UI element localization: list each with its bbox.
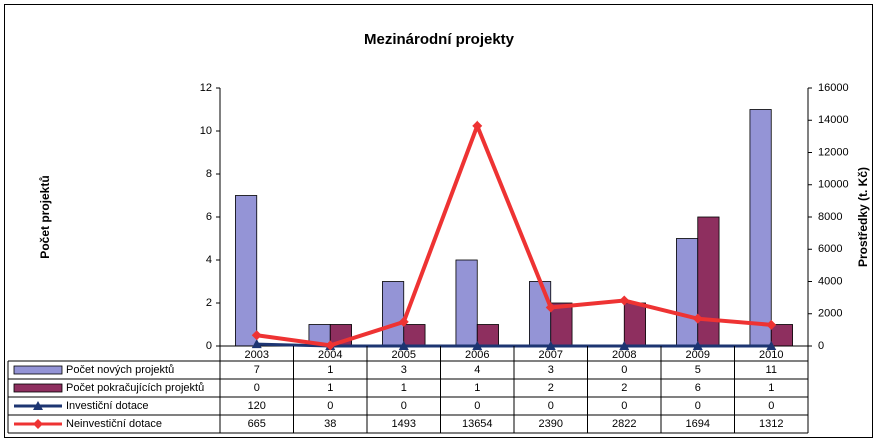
marker xyxy=(545,341,556,350)
table-value: 1 xyxy=(474,382,480,394)
table-value: 1 xyxy=(768,382,774,394)
bar xyxy=(623,302,646,347)
bar xyxy=(529,281,552,347)
marker xyxy=(692,313,703,324)
table-value: 0 xyxy=(621,364,627,376)
table-value: 0 xyxy=(401,400,407,412)
table-value: 0 xyxy=(768,400,774,412)
table-value: 3 xyxy=(548,364,554,376)
table-value: 1493 xyxy=(392,418,416,430)
y-tick-label: 0 xyxy=(206,340,212,352)
table-value: 1 xyxy=(327,364,333,376)
bar xyxy=(676,238,699,347)
bar xyxy=(455,259,478,347)
y2-tick-label: 10000 xyxy=(818,179,849,191)
table-value: 665 xyxy=(248,418,266,430)
bar xyxy=(403,324,426,347)
table-value: 0 xyxy=(474,400,480,412)
marker xyxy=(472,341,483,350)
legend-key xyxy=(13,383,63,393)
y-tick-label: 8 xyxy=(206,168,212,180)
bar xyxy=(476,324,499,347)
marker xyxy=(251,330,262,341)
table-value: 4 xyxy=(474,364,480,376)
marker xyxy=(766,341,777,350)
y-axis-title: Počet projektů xyxy=(38,175,52,258)
table-value: 5 xyxy=(695,364,701,376)
table-value: 0 xyxy=(621,400,627,412)
marker xyxy=(619,295,630,306)
table-value: 11 xyxy=(766,364,777,376)
marker xyxy=(251,339,262,349)
table-value: 1 xyxy=(327,382,333,394)
legend-label: Investiční dotace xyxy=(66,400,149,412)
table-value: 2 xyxy=(621,382,627,394)
legend-label: Počet pokračujících projektů xyxy=(66,382,204,394)
y-tick-label: 12 xyxy=(200,82,212,94)
bar xyxy=(382,281,405,347)
x-tick-label: 2007 xyxy=(539,349,563,361)
y2-tick-label: 6000 xyxy=(818,243,842,255)
y-tick-label: 6 xyxy=(206,211,212,223)
marker xyxy=(33,419,43,429)
marker xyxy=(619,341,630,350)
table-value: 2822 xyxy=(612,418,636,430)
table-value: 7 xyxy=(254,364,260,376)
y2-axis-title: Prostředky (t. Kč) xyxy=(856,167,870,267)
bar xyxy=(550,302,573,347)
x-tick-label: 2006 xyxy=(465,349,489,361)
bar xyxy=(697,216,720,347)
bar xyxy=(770,324,793,347)
x-tick-label: 2004 xyxy=(318,349,342,361)
table-value: 0 xyxy=(548,400,554,412)
x-tick-label: 2008 xyxy=(612,349,636,361)
table-value: 3 xyxy=(401,364,407,376)
y2-tick-label: 16000 xyxy=(818,82,849,94)
marker xyxy=(766,319,777,330)
y2-tick-label: 2000 xyxy=(818,308,842,320)
bar xyxy=(235,195,258,347)
legend-key xyxy=(13,365,63,375)
marker xyxy=(692,341,703,350)
legend-label: Neinvestiční dotace xyxy=(66,418,162,430)
chart-frame xyxy=(4,4,873,438)
y2-tick-label: 8000 xyxy=(818,211,842,223)
marker xyxy=(325,340,336,351)
table-value: 0 xyxy=(254,382,260,394)
table-value: 6 xyxy=(695,382,701,394)
marker xyxy=(398,316,409,327)
table-value: 1694 xyxy=(686,418,710,430)
table-value: 1312 xyxy=(759,418,783,430)
table-value: 13654 xyxy=(462,418,493,430)
y2-tick-label: 0 xyxy=(818,340,824,352)
y-tick-label: 2 xyxy=(206,297,212,309)
y2-tick-label: 12000 xyxy=(818,146,849,158)
chart-title: Mezinárodní projekty xyxy=(364,31,515,48)
table-value: 2390 xyxy=(539,418,563,430)
line-series xyxy=(256,120,772,348)
table-value: 1 xyxy=(401,382,407,394)
table-value: 0 xyxy=(327,400,333,412)
y2-tick-label: 14000 xyxy=(818,114,849,126)
table-value: 0 xyxy=(695,400,701,412)
marker xyxy=(472,120,483,131)
marker xyxy=(398,341,409,350)
marker xyxy=(545,302,556,313)
table-value: 2 xyxy=(548,382,554,394)
y-tick-label: 10 xyxy=(200,125,212,137)
table-value: 120 xyxy=(248,400,266,412)
marker xyxy=(33,401,43,410)
bar xyxy=(749,109,772,347)
table-value: 38 xyxy=(324,418,336,430)
y-tick-label: 4 xyxy=(206,254,212,266)
y2-tick-label: 4000 xyxy=(818,275,842,287)
x-tick-label: 2003 xyxy=(245,349,269,361)
x-tick-label: 2010 xyxy=(759,349,783,361)
x-tick-label: 2009 xyxy=(686,349,710,361)
x-tick-label: 2005 xyxy=(392,349,416,361)
legend-label: Počet nových projektů xyxy=(66,364,174,376)
